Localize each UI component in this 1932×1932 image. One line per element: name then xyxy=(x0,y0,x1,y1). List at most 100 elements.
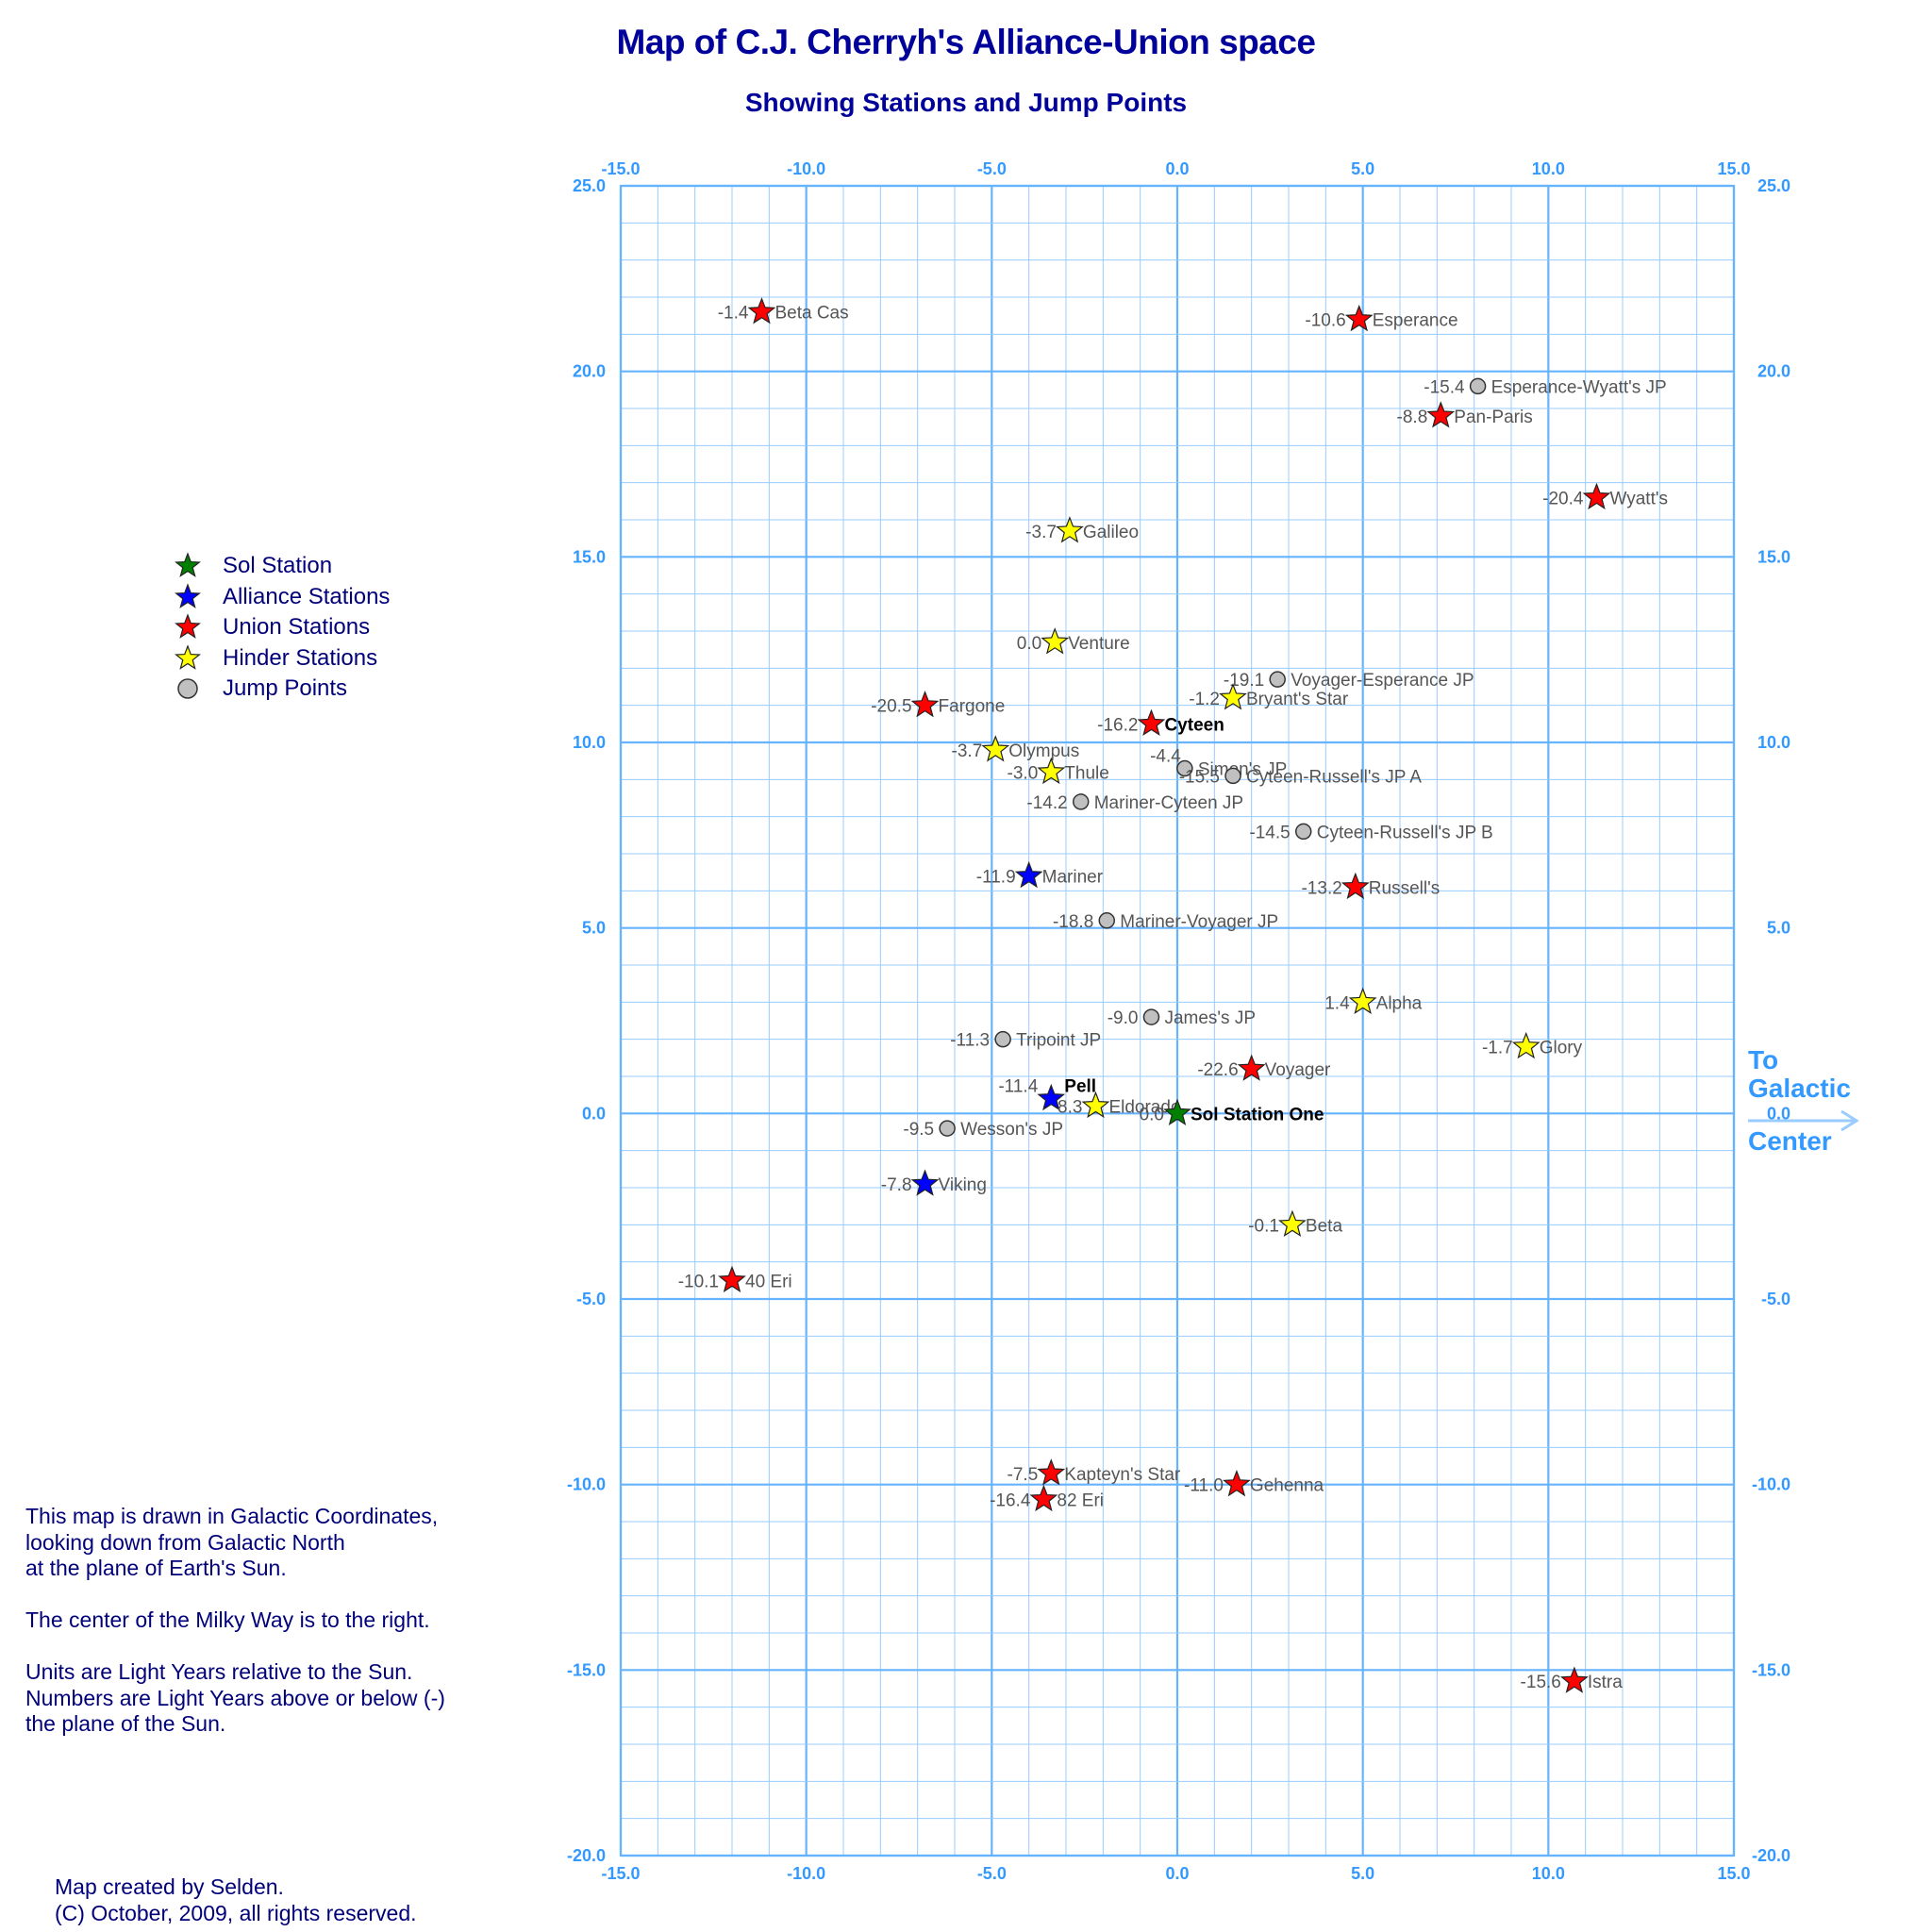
point-name-label: Bryant's Star xyxy=(1246,690,1349,709)
union-station-marker xyxy=(1223,1469,1251,1497)
point-name-label: Galileo xyxy=(1083,523,1139,542)
point-name-label: 40 Eri xyxy=(745,1272,792,1291)
credit-line: (C) October, 2009, all rights reserved. xyxy=(55,1900,417,1925)
point-z-label: -10.1 xyxy=(678,1272,719,1291)
map-point: Venture 0.0 xyxy=(1017,627,1130,655)
hinder-station-marker xyxy=(981,735,1010,762)
point-name-label: Cyteen-Russell's JP B xyxy=(1317,823,1493,842)
jump-point-marker xyxy=(1224,767,1241,785)
union-station-marker xyxy=(718,1265,746,1293)
plot-frame xyxy=(619,184,1736,1857)
note-line: This map is drawn in Galactic Coordinate… xyxy=(25,1504,439,1528)
point-z-label: -11.3 xyxy=(950,1031,990,1051)
hinder-station-marker xyxy=(1081,1091,1110,1119)
map-point: Mariner-Cyteen JP -14.2 xyxy=(1026,793,1243,813)
point-z-label: 1.4 xyxy=(1324,993,1350,1013)
map-point: Beta -0.1 xyxy=(1248,1209,1342,1238)
jump-point-marker xyxy=(1294,823,1312,841)
axis-ticks: -15.0 -15.0 -10.0 -10.0 -5.0 -5.0 0.0 0.0 5.0 5.0… xyxy=(567,159,1790,1883)
map-point: Thule -3.0 xyxy=(1008,757,1109,785)
point-z-label: -11.9 xyxy=(976,868,1016,888)
legend-item-hinder: Hinder Stations xyxy=(170,643,390,675)
hinder-station-marker xyxy=(1348,987,1377,1015)
note-line: at the plane of Earth's Sun. xyxy=(25,1556,287,1580)
point-z-label: -22.6 xyxy=(1197,1060,1238,1080)
point-z-label: -7.8 xyxy=(881,1175,912,1195)
map-point: Esperance-Wyatt's JP -15.4 xyxy=(1424,377,1666,397)
jump-point-marker xyxy=(994,1030,1011,1048)
map-point: Alpha 1.4 xyxy=(1324,987,1423,1015)
map-point: Eldorado 8.3 xyxy=(1058,1091,1181,1119)
point-name-label: Esperance-Wyatt's JP xyxy=(1491,377,1667,397)
map-point: Fargone -20.5 xyxy=(871,690,1005,718)
point-z-label: -20.5 xyxy=(871,697,911,717)
jump-point-marker xyxy=(1469,377,1487,395)
y-tick-label: 10.0 xyxy=(573,733,606,752)
map-point: Russell's -13.2 xyxy=(1301,872,1440,900)
map-point: Viking -7.8 xyxy=(881,1169,987,1196)
x-tick-label: 5.0 xyxy=(1351,159,1374,178)
y-tick-label: 25.0 xyxy=(1757,176,1790,195)
legend-item-sol: Sol Station xyxy=(170,551,390,582)
point-name-label: Voyager-Esperance JP xyxy=(1291,671,1474,691)
y-tick-label: 0.0 xyxy=(582,1104,606,1123)
legend-item-alliance: Alliance Stations xyxy=(170,582,390,613)
point-z-label: -19.1 xyxy=(1224,671,1264,691)
point-name-label: Cyteen xyxy=(1164,715,1224,735)
point-name-label: James's JP xyxy=(1164,1008,1256,1028)
y-tick-label: 15.0 xyxy=(573,547,606,566)
map-notes: This map is drawn in Galactic Coordinate… xyxy=(25,1504,445,1738)
legend-item-union: Union Stations xyxy=(170,612,390,643)
y-tick-label: 20.0 xyxy=(573,362,606,381)
point-z-label: -10.6 xyxy=(1305,311,1345,331)
union-station-marker xyxy=(747,297,776,325)
point-z-label: -13.2 xyxy=(1301,878,1341,898)
point-z-label: -15.5 xyxy=(1179,767,1220,787)
point-name-label: Sol Station One xyxy=(1191,1105,1324,1124)
alliance-station-marker xyxy=(1014,860,1043,889)
map-point: Pell -11.4 xyxy=(998,1077,1096,1111)
point-z-label: -1.7 xyxy=(1482,1039,1513,1058)
point-name-label: Esperance xyxy=(1373,311,1458,331)
y-tick-label: 5.0 xyxy=(1767,919,1790,938)
y-tick-label: -15.0 xyxy=(1752,1660,1790,1679)
union-station-marker xyxy=(1426,401,1456,428)
point-name-label: Wesson's JP xyxy=(960,1120,1063,1140)
union-station-marker xyxy=(1037,1458,1066,1486)
legend-label: Union Stations xyxy=(223,614,371,641)
point-name-label: Cyteen-Russell's JP A xyxy=(1246,767,1422,787)
point-z-label: -15.6 xyxy=(1521,1673,1561,1692)
point-name-label: Voyager xyxy=(1265,1060,1331,1080)
galactic-center-label-line3: Center xyxy=(1748,1126,1832,1156)
sol-station-marker xyxy=(1163,1098,1191,1126)
y-tick-label: 10.0 xyxy=(1757,733,1790,752)
point-z-label: -9.5 xyxy=(903,1120,934,1140)
jump-point-marker xyxy=(1072,793,1090,810)
point-name-label: Istra xyxy=(1588,1673,1623,1692)
point-name-label: Olympus xyxy=(1008,741,1079,761)
x-tick-label: -15.0 xyxy=(601,159,640,178)
y-tick-label: -20.0 xyxy=(567,1846,606,1865)
map-point: Cyteen-Russell's JP A -15.5 xyxy=(1179,767,1423,787)
y-tick-label: -10.0 xyxy=(567,1475,606,1494)
x-tick-label: -5.0 xyxy=(977,159,1007,178)
x-tick-label: -10.0 xyxy=(787,159,825,178)
galactic-center-label-line2: Galactic xyxy=(1748,1074,1851,1103)
map-point: Kapteyn's Star -7.5 xyxy=(1008,1458,1181,1486)
point-name-label: Tripoint JP xyxy=(1016,1031,1101,1051)
note-line: Numbers are Light Years above or below (… xyxy=(25,1685,445,1710)
point-z-label: -15.4 xyxy=(1424,377,1465,397)
y-tick-label: -15.0 xyxy=(567,1660,606,1679)
point-name-label: Alpha xyxy=(1376,993,1423,1013)
y-tick-label: 25.0 xyxy=(573,176,606,195)
x-tick-label: 0.0 xyxy=(1165,1864,1189,1883)
jump-point-marker xyxy=(939,1120,956,1137)
union-station-marker xyxy=(1029,1484,1058,1512)
point-name-label: Viking xyxy=(939,1175,987,1195)
hinder-station-marker xyxy=(1278,1209,1307,1238)
jump-point-marker xyxy=(1176,759,1193,777)
x-tick-label: -10.0 xyxy=(787,1864,825,1883)
map-point: Olympus -3.7 xyxy=(952,735,1079,762)
point-name-label: 82 Eri xyxy=(1057,1491,1104,1510)
